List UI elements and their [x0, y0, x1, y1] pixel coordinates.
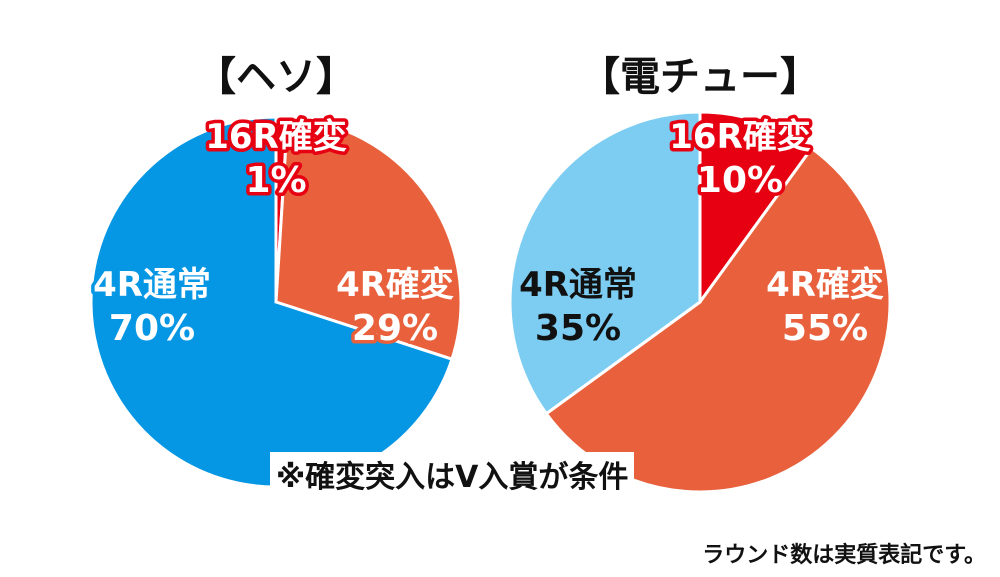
slice-value: 1% — [245, 160, 306, 201]
slice-label-outline: 4R確変 — [336, 265, 454, 305]
slice-label-outline: 16R確変 — [205, 117, 347, 157]
slice-label: 16R確変 — [669, 117, 811, 157]
pie-chart-2: 【電チュー】16R確変16R確変10%10%4R確変4R確変55%55%4R通常… — [508, 54, 892, 494]
slice-value: 35% — [535, 308, 621, 349]
slice-label-outline: 4R確変 — [766, 265, 884, 305]
slice-value: 10% — [697, 160, 783, 201]
slice-label: 4R通常 — [93, 265, 211, 305]
slice-value: 70% — [109, 308, 195, 349]
slice-label-outline: 4R通常 — [93, 265, 211, 305]
chart-title: 【電チュー】 — [580, 54, 820, 100]
pie-slice — [698, 110, 814, 307]
slice-label: 4R通常 — [519, 265, 637, 305]
slice-value-outline: 55% — [782, 308, 868, 349]
slice-label: 16R確変 — [205, 117, 347, 157]
pie-slice — [274, 115, 463, 362]
slice-value-outline: 70% — [109, 308, 195, 349]
slice-value-outline: 29% — [352, 308, 438, 349]
slice-label: 4R確変 — [766, 265, 884, 305]
slice-value-outline: 1% — [245, 160, 306, 201]
chart-title: 【ヘソ】 — [196, 54, 356, 100]
slice-label: 4R確変 — [336, 265, 454, 305]
slice-value: 55% — [782, 308, 868, 349]
slice-label-outline: 16R確変 — [669, 117, 811, 157]
footnote: ※確変突入はV入賞が条件 — [270, 452, 635, 496]
pie-slice — [508, 110, 702, 416]
slice-value: 29% — [352, 308, 438, 349]
pie-chart-1: 【ヘソ】16R確変16R確変1%1%4R確変4R確変29%29%4R通常4R通常… — [89, 54, 463, 489]
caption: ラウンド数は実質表記です。 — [702, 543, 986, 568]
slice-value-outline: 10% — [697, 160, 783, 201]
